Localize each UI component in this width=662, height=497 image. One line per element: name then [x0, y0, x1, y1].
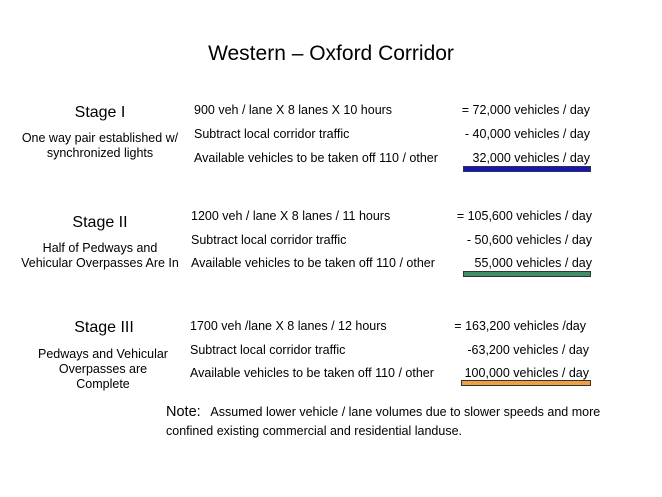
- stage-1-capacity-label: 900 veh / lane X 8 lanes X 10 hours: [194, 103, 393, 117]
- note-text: Assumed lower vehicle / lane volumes due…: [166, 405, 601, 438]
- stage-2-available-label: Available vehicles to be taken off 110 /…: [191, 256, 435, 270]
- stage-1-local-label: Subtract local corridor traffic: [194, 127, 350, 141]
- stage-3-capacity-value: = 163,200 vehicles /day: [454, 319, 586, 333]
- stage-2-available-value: 55,000 vehicles / day: [474, 256, 592, 270]
- stage-2-highlight-bar: [463, 271, 591, 277]
- stage-2-local-label: Subtract local corridor traffic: [191, 233, 347, 247]
- page-title: Western – Oxford Corridor: [208, 42, 454, 65]
- stage-2-name: Stage II: [72, 214, 128, 231]
- stage-3-name: Stage III: [74, 319, 134, 336]
- stage-2-capacity-label: 1200 veh / lane X 8 lanes / 11 hours: [191, 209, 391, 223]
- stage-3-description: Pedways and Vehicular Overpasses are Com…: [38, 347, 168, 391]
- stage-1-capacity-value: = 72,000 vehicles / day: [461, 103, 590, 117]
- stage-2-description: Half of Pedways and Vehicular Overpasses…: [21, 241, 179, 270]
- stage-2-local-value: - 50,600 vehicles / day: [466, 233, 592, 247]
- stage-3-capacity-label: 1700 veh /lane X 8 lanes / 12 hours: [190, 319, 387, 333]
- stage-1-name: Stage I: [74, 104, 126, 121]
- stage-3-local-value: -63,200 vehicles / day: [467, 343, 589, 357]
- stage-1-description: One way pair established w/ synchronized…: [21, 131, 179, 160]
- stage-1-available-value: 32,000 vehicles / day: [472, 151, 590, 165]
- stage-2-capacity-value: = 105,600 vehicles / day: [456, 209, 592, 223]
- stage-1-highlight-bar: [463, 166, 591, 172]
- stage-3-highlight-bar: [461, 380, 591, 386]
- stage-3-local-label: Subtract local corridor traffic: [190, 343, 346, 357]
- stage-3-available-value: 100,000 vehicles / day: [464, 366, 589, 380]
- stage-3-available-label: Available vehicles to be taken off 110 /…: [190, 366, 434, 380]
- note-label: Note:: [166, 404, 201, 420]
- stage-1-available-label: Available vehicles to be taken off 110 /…: [194, 151, 438, 165]
- stage-1-local-value: - 40,000 vehicles / day: [464, 127, 590, 141]
- footnote: Note: Assumed lower vehicle / lane volum…: [166, 403, 636, 441]
